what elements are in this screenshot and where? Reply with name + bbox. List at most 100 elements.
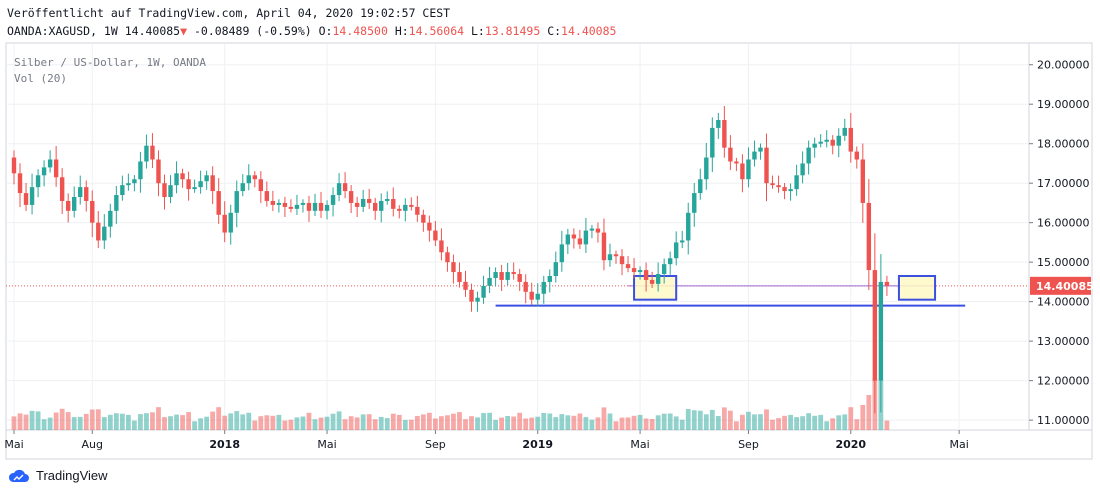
volume-bar: [794, 417, 799, 430]
volume-bar: [493, 419, 498, 430]
volume-bar: [631, 415, 637, 430]
tradingview-footer[interactable]: TradingView: [8, 468, 108, 483]
candle-body: [758, 147, 763, 152]
x-tick-label: Mai: [949, 438, 968, 451]
volume-bar: [601, 407, 607, 430]
volume-bar: [396, 414, 402, 430]
volume-bar: [776, 418, 781, 430]
close-label: C:: [547, 24, 562, 38]
symbol-label: OANDA:XAGUSD, 1W: [7, 24, 118, 38]
volume-bar: [180, 415, 185, 430]
candle-body: [698, 179, 703, 194]
candle-body: [324, 204, 330, 211]
candle-body: [547, 275, 552, 282]
candle-body: [90, 200, 95, 223]
candle-body: [595, 228, 601, 233]
volume-bar: [288, 419, 294, 430]
candle-body: [716, 120, 721, 128]
candle-body: [96, 222, 101, 241]
volume-bar: [53, 412, 59, 430]
candle-body: [427, 222, 432, 231]
high-label: H:: [394, 24, 409, 38]
y-tick-label: 19.00000: [1037, 98, 1090, 111]
volume-bar: [17, 413, 23, 430]
volume-bar: [426, 412, 432, 430]
candle-body: [192, 187, 197, 190]
candle-body: [354, 202, 360, 207]
volume-bar: [330, 413, 336, 430]
volume-bar: [565, 415, 571, 430]
candle-body: [72, 197, 77, 211]
volume-bar: [511, 416, 517, 430]
volume-bar: [282, 420, 288, 430]
candle-body: [541, 281, 546, 294]
volume-bar: [210, 411, 216, 430]
candle-body: [776, 185, 781, 188]
price-axis: 20.00000 19.00000 18.00000 17.00000 16.00000…: [1029, 59, 1090, 427]
volume-bar: [800, 416, 806, 430]
candle-body: [300, 202, 306, 205]
volume-bar: [487, 412, 492, 430]
volume-bar: [408, 419, 414, 430]
candle-body: [734, 161, 739, 164]
candle-body: [535, 293, 540, 300]
brand-label: TradingView: [36, 468, 108, 483]
x-tick-label: Mai: [4, 438, 23, 451]
candle-body: [433, 230, 438, 241]
volume-bars: [11, 378, 890, 430]
change-value: -0.08489 (-0.59%): [193, 24, 312, 38]
last-price-tag: [1030, 276, 1091, 295]
y-tick-label: 13.00000: [1037, 335, 1090, 348]
volume-bar: [23, 414, 29, 430]
volume-bar: [372, 419, 378, 430]
candle-body: [29, 187, 35, 205]
volume-bar: [577, 413, 583, 430]
candle-body: [782, 187, 787, 192]
candle-body: [198, 181, 203, 188]
candle-body: [282, 202, 288, 207]
candle-body: [84, 187, 89, 201]
candle-body: [746, 159, 751, 180]
low-value: 13.81495: [484, 24, 541, 38]
candle-body: [234, 191, 239, 213]
y-tick-label: 17.00000: [1037, 177, 1090, 190]
candle-body: [710, 127, 715, 158]
volume-bar: [830, 418, 836, 430]
candle-body: [216, 191, 221, 215]
volume-bar: [529, 417, 535, 430]
candle-body: [523, 281, 528, 292]
volume-bar: [619, 417, 625, 430]
volume-bar: [607, 413, 613, 430]
volume-bar: [35, 411, 41, 430]
candle-body: [186, 179, 191, 190]
candle-body: [451, 262, 456, 273]
candle-body: [78, 187, 83, 198]
volume-bar: [252, 420, 258, 430]
x-tick-label: Sep: [738, 438, 759, 451]
volume-bar: [583, 417, 589, 430]
volume-bar: [818, 414, 824, 430]
candle-body: [391, 198, 396, 209]
volume-bar: [625, 417, 631, 430]
volume-bar: [174, 414, 179, 430]
volume-bar: [637, 414, 643, 430]
volume-bar: [222, 415, 228, 430]
y-tick-label: 20.00000: [1037, 59, 1090, 72]
open-value: 14.48500: [332, 24, 388, 38]
volume-bar: [433, 418, 438, 430]
candle-body: [403, 204, 408, 211]
candle-body: [878, 281, 884, 381]
candle-body: [457, 272, 462, 282]
volume-bar: [336, 411, 342, 430]
candle-body: [655, 274, 661, 284]
volume-bar: [348, 416, 354, 430]
candle-body: [511, 272, 516, 275]
candle-body: [649, 279, 655, 284]
candle-body: [487, 277, 492, 286]
volume-bar: [156, 407, 161, 430]
x-tick-label: 2019: [522, 438, 553, 451]
volume-bar: [727, 410, 733, 430]
candle-body: [661, 264, 667, 275]
volume-bar: [125, 414, 131, 430]
